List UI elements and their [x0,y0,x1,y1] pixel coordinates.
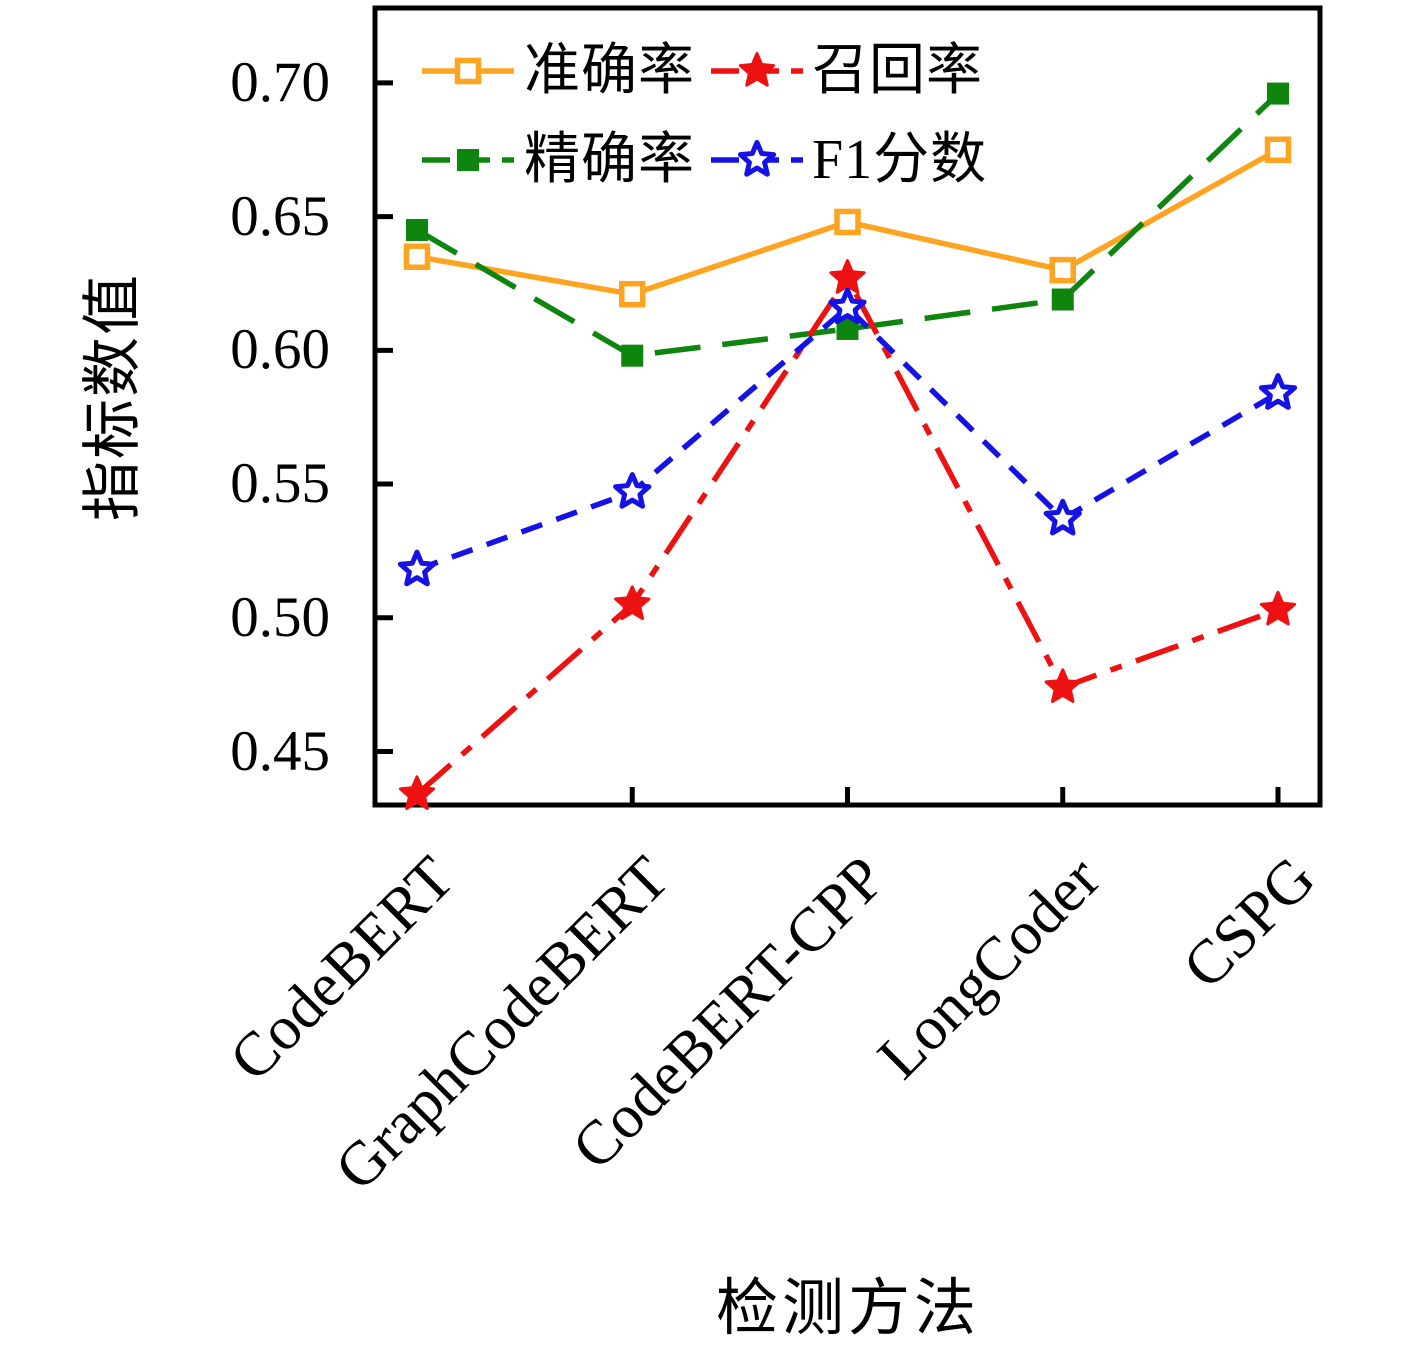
marker-accuracy-CodeBERT [403,243,431,270]
marker-recall-LongCoder [1044,668,1081,703]
legend-marker-accuracy [454,57,482,85]
marker-f1-CodeBERT-CPP [828,287,867,325]
legend-label-f1: F1分数 [812,129,988,191]
marker-precision-CSPG [1267,82,1289,105]
marker-recall-GraphCodeBERT [614,585,651,621]
marker-accuracy-CSPG [1264,136,1292,163]
marker-accuracy-CodeBERT-CPP [834,208,861,236]
y-tick-label: 0.50 [230,585,330,649]
series-line-recall [415,272,1279,797]
x-axis-title: 检测方法 [715,1275,980,1343]
y-tick-label: 0.70 [230,50,330,114]
marker-accuracy-LongCoder [1049,256,1076,284]
y-tick-label: 0.55 [230,452,330,516]
marker-f1-GraphCodeBERT [613,472,652,509]
marker-recall-CodeBERT-CPP [829,259,866,294]
legend-label-accuracy: 准确率 [524,40,695,102]
y-tick-label: 0.45 [230,719,330,783]
marker-precision-GraphCodeBERT [621,344,644,367]
y-tick-label: 0.65 [230,184,330,248]
marker-f1-LongCoder [1043,498,1082,536]
marker-f1-CSPG [1258,373,1298,410]
legend-marker-precision [457,149,479,171]
legend-label-recall: 召回率 [812,40,983,102]
y-tick-label: 0.60 [230,318,330,382]
marker-f1-CodeBERT [397,549,437,587]
y-axis-title: 指标数值 [80,273,146,521]
marker-recall-CSPG [1259,590,1297,626]
series-line-f1 [416,303,1280,573]
marker-precision-CodeBERT-CPP [836,317,859,340]
marker-precision-CodeBERT [406,218,428,241]
legend-label-precision: 精确率 [524,129,695,191]
marker-accuracy-GraphCodeBERT [619,280,646,308]
series-line-precision [415,91,1280,359]
legend-marker-recall [738,52,776,87]
marker-precision-LongCoder [1051,288,1074,311]
marker-recall-CodeBERT [398,775,436,810]
legend-marker-f1 [737,140,777,177]
